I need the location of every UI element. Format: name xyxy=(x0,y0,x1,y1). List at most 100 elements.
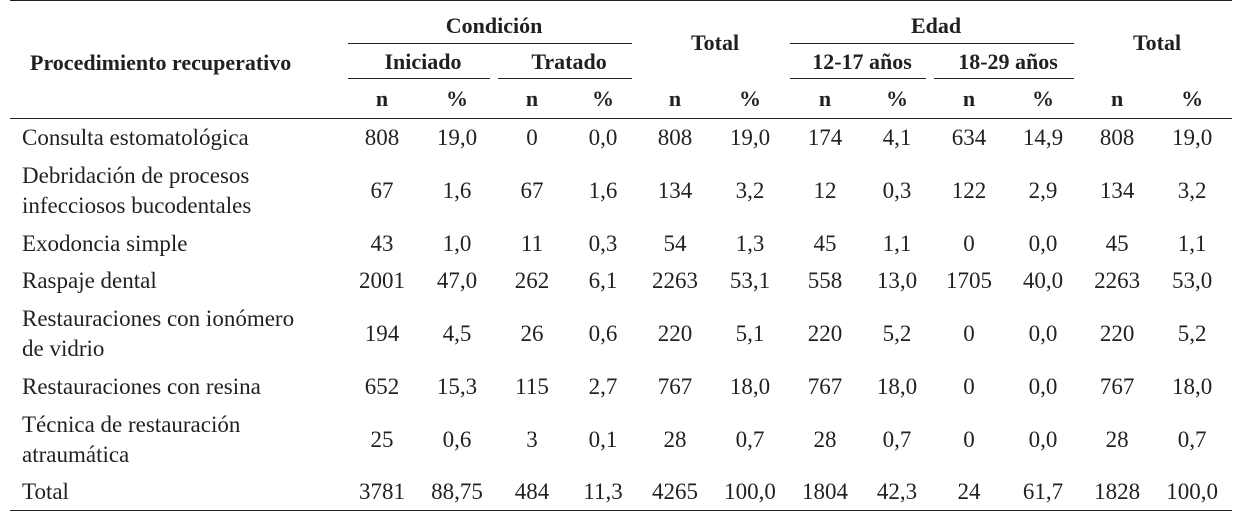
header-pct: % xyxy=(416,79,498,119)
cell-n: 134 xyxy=(1099,177,1135,203)
cell-percent: 3,2 xyxy=(735,177,765,203)
cell-percent: 15,3 xyxy=(436,373,478,399)
cell-percent: 2,7 xyxy=(588,373,618,399)
row-label-line: Restauraciones con resina xyxy=(22,373,261,399)
cell-percent: 3,2 xyxy=(1177,177,1207,203)
header-n: n xyxy=(498,79,566,119)
cell-percent: 53,1 xyxy=(729,267,771,293)
cell-n: 767 xyxy=(1099,373,1135,399)
cell-n: 28 xyxy=(663,426,687,452)
cell-n: 12 xyxy=(813,177,837,203)
cell-percent: 42,3 xyxy=(860,474,935,511)
header-condition: Condición xyxy=(348,7,640,44)
row-label-line: Consulta estomatológica xyxy=(22,124,249,150)
cell-n: 0 xyxy=(526,124,538,150)
cell-n: 220 xyxy=(807,320,843,346)
cell-percent: 88,75 xyxy=(416,474,498,511)
cell-n: 67 xyxy=(520,177,544,203)
row-label: Consulta estomatológica xyxy=(10,119,348,157)
table-row: Técnica de restauración atraumática 25 0,6 3… xyxy=(10,405,1232,474)
table-row: Consulta estomatológica 808 19,0 0 0,0 808 19,… xyxy=(10,119,1232,157)
cell-n: 45 xyxy=(1105,230,1129,256)
cell-percent: 2,9 xyxy=(1028,177,1058,203)
cell-n: 1804 xyxy=(790,474,861,511)
cell-n: 767 xyxy=(807,373,843,399)
row-label: Total xyxy=(10,474,348,511)
cell-n: 220 xyxy=(1099,320,1135,346)
cell-n: 122 xyxy=(951,177,987,203)
cell-n: 220 xyxy=(657,320,693,346)
table-row: Restauraciones con ionómero de vidrio 194 4… xyxy=(10,299,1232,368)
cell-percent: 4,5 xyxy=(442,320,472,346)
header-pct: % xyxy=(860,79,935,119)
cell-percent: 1,3 xyxy=(735,230,765,256)
cell-n: 0 xyxy=(963,230,975,256)
cell-percent: 4,1 xyxy=(882,124,912,150)
cell-n: 24 xyxy=(934,474,1005,511)
header-age: Edad xyxy=(790,7,1082,44)
header-treated: Tratado xyxy=(498,44,640,79)
header-n: n xyxy=(790,79,861,119)
table-row: Total 3781 88,75 484 11,3 4265 100,0 1804 42,3 24… xyxy=(10,474,1233,511)
cell-percent: 0,3 xyxy=(588,230,618,256)
cell-percent: 100,0 xyxy=(710,474,791,511)
cell-percent: 0,3 xyxy=(882,177,912,203)
cell-n: 767 xyxy=(657,373,693,399)
cell-percent: 1,0 xyxy=(442,230,472,256)
cell-n: 0 xyxy=(963,373,975,399)
cell-percent: 11,3 xyxy=(566,474,641,511)
cell-n: 808 xyxy=(657,124,693,150)
cell-percent: 1,1 xyxy=(1177,230,1207,256)
cell-n: 25 xyxy=(370,426,394,452)
cell-percent: 18,0 xyxy=(729,373,771,399)
cell-percent: 0,0 xyxy=(1028,426,1058,452)
cell-percent: 53,0 xyxy=(1171,267,1213,293)
cell-percent: 0,7 xyxy=(1177,426,1207,452)
row-label-line: de vidrio xyxy=(22,335,105,361)
row-label: Técnica de restauración atraumática xyxy=(10,405,348,474)
cell-n: 28 xyxy=(1105,426,1129,452)
cell-percent: 0,0 xyxy=(1028,230,1058,256)
cell-n: 4265 xyxy=(640,474,711,511)
cell-n: 194 xyxy=(364,320,400,346)
table-row: Debridación de procesos infecciosos bucod… xyxy=(10,156,1232,225)
cell-n: 26 xyxy=(520,320,544,346)
cell-percent: 0,6 xyxy=(442,426,472,452)
cell-percent: 0,0 xyxy=(588,124,618,150)
table-body: Consulta estomatológica 808 19,0 0 0,0 808 19,… xyxy=(10,119,1233,511)
cell-percent: 5,2 xyxy=(882,320,912,346)
cell-percent: 18,0 xyxy=(876,373,918,399)
row-label-line: Total xyxy=(22,479,69,504)
header-age-18-29: 18-29 años xyxy=(934,44,1082,79)
cell-percent: 61,7 xyxy=(1004,474,1083,511)
cell-percent: 1,1 xyxy=(882,230,912,256)
cell-n: 558 xyxy=(807,267,843,293)
procedures-table: Procedimiento recuperativo Condición Tot… xyxy=(10,7,1233,511)
cell-percent: 0,0 xyxy=(1028,320,1058,346)
header-total-age: Total xyxy=(1133,30,1182,55)
table-row: Restauraciones con resina 652 15,3 115 2,7 76… xyxy=(10,368,1232,405)
cell-n: 1828 xyxy=(1082,474,1153,511)
cell-percent: 19,0 xyxy=(729,124,771,150)
cell-percent: 14,9 xyxy=(1022,124,1064,150)
cell-n: 808 xyxy=(1099,124,1135,150)
row-label: Raspaje dental xyxy=(10,262,348,299)
cell-n: 484 xyxy=(498,474,566,511)
row-label-line: Raspaje dental xyxy=(22,267,157,293)
cell-percent: 0,1 xyxy=(588,426,618,452)
row-label-line: Técnica de restauración xyxy=(22,411,241,437)
row-label-line: Restauraciones con ionómero xyxy=(22,305,295,331)
cell-n: 1705 xyxy=(946,267,993,293)
cell-percent: 5,2 xyxy=(1177,320,1207,346)
cell-n: 3 xyxy=(526,426,538,452)
cell-n: 0 xyxy=(963,426,975,452)
header-n: n xyxy=(348,79,416,119)
header-procedure: Procedimiento recuperativo xyxy=(10,7,348,119)
cell-percent: 19,0 xyxy=(1171,124,1213,150)
cell-percent: 1,6 xyxy=(442,177,472,203)
header-pct: % xyxy=(710,79,791,119)
cell-percent: 13,0 xyxy=(876,267,918,293)
header-n: n xyxy=(1082,79,1153,119)
row-label-line: atraumática xyxy=(22,441,130,467)
header-n: n xyxy=(934,79,1005,119)
